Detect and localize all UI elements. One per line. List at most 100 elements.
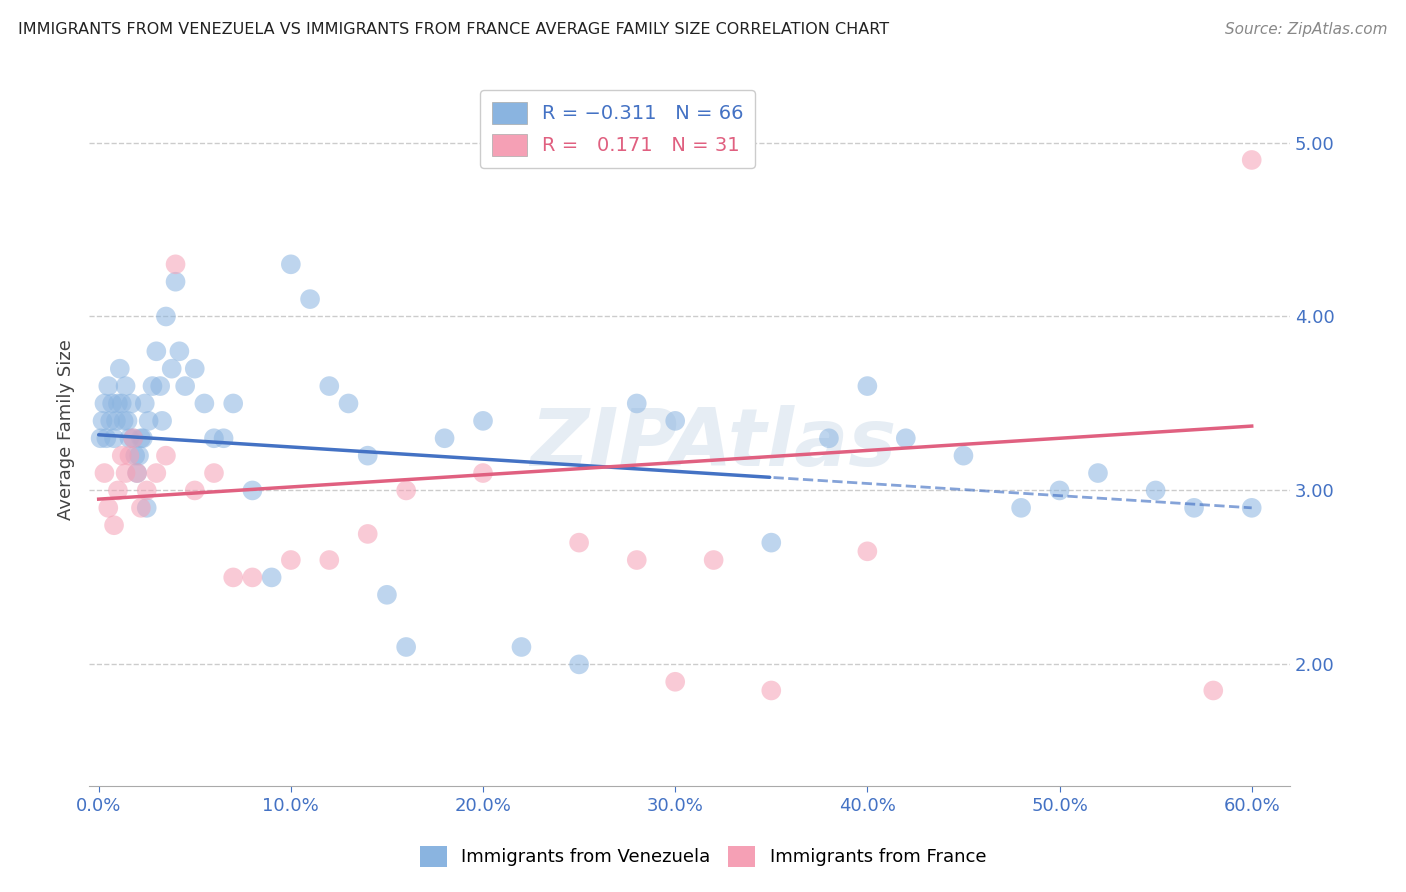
Point bbox=[165, 275, 187, 289]
Point bbox=[222, 396, 245, 410]
Point bbox=[856, 544, 879, 558]
Point bbox=[433, 431, 456, 445]
Point bbox=[129, 500, 152, 515]
Point bbox=[395, 483, 418, 498]
Point bbox=[135, 500, 157, 515]
Point bbox=[761, 535, 783, 549]
Point bbox=[114, 379, 136, 393]
Point bbox=[122, 431, 145, 445]
Point bbox=[165, 257, 187, 271]
Point bbox=[375, 588, 398, 602]
Point bbox=[260, 570, 283, 584]
Point bbox=[568, 535, 591, 549]
Point bbox=[134, 396, 156, 410]
Point bbox=[242, 570, 264, 584]
Point bbox=[107, 396, 129, 410]
Point bbox=[118, 431, 141, 445]
Point bbox=[111, 449, 134, 463]
Point bbox=[337, 396, 360, 410]
Point bbox=[280, 553, 302, 567]
Point bbox=[155, 449, 177, 463]
Point bbox=[395, 640, 418, 654]
Point bbox=[894, 431, 917, 445]
Point bbox=[169, 344, 191, 359]
Point bbox=[1010, 500, 1032, 515]
Point bbox=[318, 379, 340, 393]
Point bbox=[1240, 153, 1263, 167]
Point bbox=[761, 683, 783, 698]
Point bbox=[111, 396, 134, 410]
Point bbox=[103, 431, 125, 445]
Point bbox=[193, 396, 215, 410]
Point bbox=[114, 466, 136, 480]
Point bbox=[202, 431, 225, 445]
Point bbox=[101, 396, 124, 410]
Point bbox=[242, 483, 264, 498]
Point bbox=[703, 553, 725, 567]
Point bbox=[856, 379, 879, 393]
Point bbox=[160, 361, 183, 376]
Y-axis label: Average Family Size: Average Family Size bbox=[58, 339, 75, 520]
Point bbox=[222, 570, 245, 584]
Point bbox=[626, 553, 648, 567]
Point bbox=[472, 414, 495, 428]
Point bbox=[472, 466, 495, 480]
Point bbox=[1049, 483, 1071, 498]
Point bbox=[299, 292, 322, 306]
Point bbox=[93, 466, 115, 480]
Point bbox=[112, 414, 135, 428]
Text: ZIPAtlas: ZIPAtlas bbox=[530, 405, 897, 483]
Point bbox=[141, 379, 163, 393]
Point bbox=[1144, 483, 1167, 498]
Point bbox=[149, 379, 172, 393]
Point bbox=[1240, 500, 1263, 515]
Point bbox=[93, 396, 115, 410]
Point bbox=[664, 414, 686, 428]
Point bbox=[145, 466, 167, 480]
Point bbox=[568, 657, 591, 672]
Point bbox=[135, 483, 157, 498]
Point bbox=[184, 361, 207, 376]
Point bbox=[97, 379, 120, 393]
Point bbox=[98, 414, 121, 428]
Point bbox=[124, 449, 146, 463]
Legend: R = −0.311   N = 66, R =   0.171   N = 31: R = −0.311 N = 66, R = 0.171 N = 31 bbox=[479, 90, 755, 168]
Text: IMMIGRANTS FROM VENEZUELA VS IMMIGRANTS FROM FRANCE AVERAGE FAMILY SIZE CORRELAT: IMMIGRANTS FROM VENEZUELA VS IMMIGRANTS … bbox=[18, 22, 890, 37]
Point bbox=[280, 257, 302, 271]
Point bbox=[127, 466, 149, 480]
Point bbox=[96, 431, 118, 445]
Point bbox=[174, 379, 197, 393]
Point bbox=[117, 414, 139, 428]
Point bbox=[150, 414, 173, 428]
Point bbox=[97, 500, 120, 515]
Point bbox=[818, 431, 841, 445]
Point bbox=[129, 431, 152, 445]
Point bbox=[357, 527, 380, 541]
Point bbox=[145, 344, 167, 359]
Text: Source: ZipAtlas.com: Source: ZipAtlas.com bbox=[1225, 22, 1388, 37]
Point bbox=[104, 414, 127, 428]
Point bbox=[155, 310, 177, 324]
Point bbox=[357, 449, 380, 463]
Point bbox=[103, 518, 125, 533]
Point bbox=[120, 396, 142, 410]
Point bbox=[127, 466, 149, 480]
Point bbox=[108, 361, 131, 376]
Point bbox=[510, 640, 533, 654]
Legend: Immigrants from Venezuela, Immigrants from France: Immigrants from Venezuela, Immigrants fr… bbox=[412, 838, 994, 874]
Point bbox=[202, 466, 225, 480]
Point bbox=[318, 553, 340, 567]
Point bbox=[90, 431, 112, 445]
Point bbox=[626, 396, 648, 410]
Point bbox=[118, 449, 141, 463]
Point bbox=[132, 431, 155, 445]
Point bbox=[91, 414, 114, 428]
Point bbox=[128, 449, 150, 463]
Point bbox=[952, 449, 974, 463]
Point bbox=[138, 414, 160, 428]
Point bbox=[122, 431, 145, 445]
Point bbox=[1182, 500, 1205, 515]
Point bbox=[184, 483, 207, 498]
Point bbox=[212, 431, 235, 445]
Point bbox=[1087, 466, 1109, 480]
